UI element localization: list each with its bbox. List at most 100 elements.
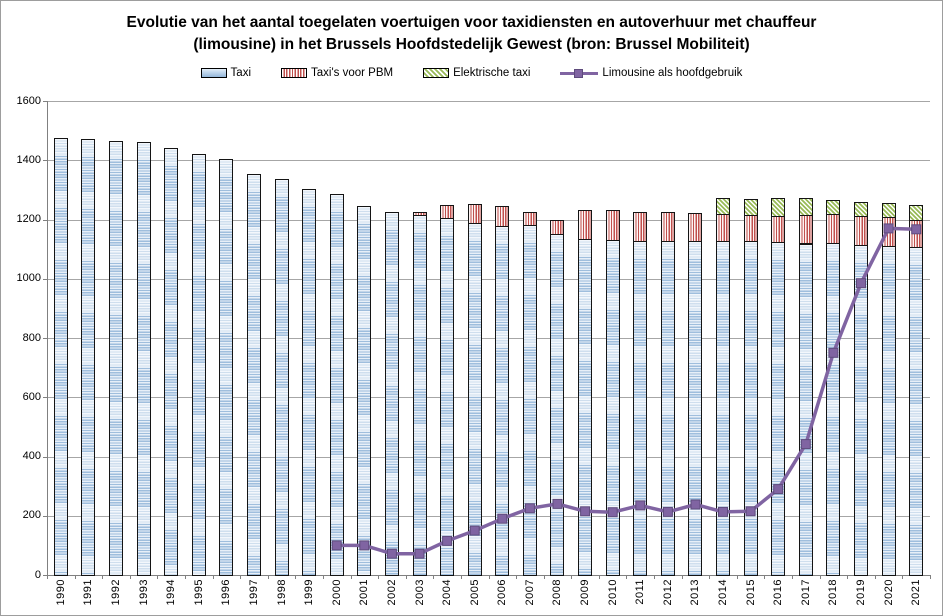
bar-segment-taxi-s-voor-pbm-2005 — [467, 204, 482, 225]
x-axis-label-1994: 1994 — [165, 579, 178, 606]
x-axis-tick — [516, 575, 518, 579]
pbm-swatch-icon — [281, 68, 307, 78]
x-axis-label-2018: 2018 — [827, 579, 840, 606]
gridline-1200 — [47, 219, 930, 221]
gridline-200 — [47, 515, 930, 517]
bar-segment-taxi-s-voor-pbm-2010 — [605, 209, 620, 241]
x-axis-label-2001: 2001 — [358, 579, 371, 606]
bar-segment-taxi-s-voor-pbm-2016 — [771, 216, 786, 243]
x-axis-tick — [598, 575, 600, 579]
bar-segment-taxi-s-voor-pbm-2014 — [716, 214, 731, 243]
bar-segment-taxi-s-voor-pbm-2019 — [854, 215, 869, 246]
bar-segment-taxi-s-voor-pbm-2011 — [633, 212, 648, 242]
x-axis-label-2020: 2020 — [882, 579, 895, 606]
x-axis-tick — [212, 575, 214, 579]
y-axis-label: 1400 — [16, 153, 41, 166]
bar-segment-taxi-2012 — [660, 240, 675, 576]
x-axis-label-2019: 2019 — [855, 579, 868, 606]
bar-segment-taxi-1997 — [246, 173, 261, 576]
gridline-600 — [47, 397, 930, 399]
bar-segment-taxi-s-voor-pbm-2008 — [550, 219, 565, 236]
gridline-1600 — [47, 101, 930, 102]
x-axis-label-2015: 2015 — [744, 579, 757, 606]
y-axis-tick — [43, 219, 47, 221]
x-axis-tick — [571, 575, 573, 579]
x-axis-tick — [819, 575, 821, 579]
bar-segment-taxi-2005 — [467, 223, 482, 576]
y-axis-tick — [43, 456, 47, 458]
x-axis-label-2005: 2005 — [468, 579, 481, 606]
x-axis-label-2000: 2000 — [330, 579, 343, 606]
x-axis-label-2014: 2014 — [717, 579, 730, 606]
x-axis-label-2013: 2013 — [689, 579, 702, 606]
bar-segment-taxi-2011 — [633, 240, 648, 576]
gridline-400 — [47, 456, 930, 458]
x-axis-label-2006: 2006 — [496, 579, 509, 606]
x-axis-tick — [543, 575, 545, 579]
x-axis-label-2002: 2002 — [385, 579, 398, 606]
bar-segment-taxi-s-voor-pbm-2003 — [412, 212, 427, 217]
x-axis-tick — [681, 575, 683, 579]
y-axis-tick — [43, 515, 47, 517]
y-axis-label: 1600 — [16, 94, 41, 107]
bar-segment-taxi-2017 — [798, 243, 813, 576]
bar-segment-elektrische-taxi-2016 — [771, 198, 786, 218]
bar-segment-taxi-1993 — [136, 142, 151, 576]
x-axis-label-1999: 1999 — [303, 579, 316, 606]
y-axis-tick — [43, 278, 47, 280]
x-axis-tick — [322, 575, 324, 579]
bar-segment-taxi-2001 — [357, 206, 372, 576]
bar-segment-taxi-1994 — [164, 148, 179, 576]
bar-segment-elektrische-taxi-2015 — [743, 199, 758, 216]
chart-title-line1: Evolutie van het aantal toegelaten voert… — [126, 14, 817, 31]
legend-label-elektrisch: Elektrische taxi — [453, 67, 531, 79]
legend: Taxi Taxi's voor PBM Elektrische taxi Li… — [1, 67, 942, 79]
bar-segment-taxi-2006 — [495, 226, 510, 576]
bar-segment-taxi-1996 — [219, 158, 234, 576]
x-axis-label-2007: 2007 — [523, 579, 536, 606]
bar-segment-taxi-2015 — [743, 240, 758, 576]
taxi-swatch-icon — [200, 68, 227, 78]
bar-segment-taxi-2021 — [909, 247, 924, 576]
limousine-marker-icon — [574, 68, 584, 78]
bar-segment-elektrische-taxi-2014 — [716, 198, 731, 216]
x-axis-label-2009: 2009 — [579, 579, 592, 606]
bar-segment-taxi-s-voor-pbm-2017 — [798, 215, 813, 245]
x-axis-label-1992: 1992 — [109, 579, 122, 606]
x-axis-label-1996: 1996 — [220, 579, 233, 606]
legend-label-pbm: Taxi's voor PBM — [311, 67, 394, 79]
legend-label-limousine: Limousine als hoofdgebruik — [602, 67, 743, 79]
bar-segment-taxi-s-voor-pbm-2020 — [881, 216, 896, 248]
x-axis-label-2012: 2012 — [661, 579, 674, 606]
legend-item-taxi: Taxi — [200, 67, 251, 79]
x-axis-label-2008: 2008 — [551, 579, 564, 606]
bar-segment-taxi-1998 — [274, 178, 289, 576]
bar-segment-elektrische-taxi-2019 — [854, 202, 869, 217]
x-axis-tick — [709, 575, 711, 579]
y-axis-label: 200 — [22, 509, 41, 522]
x-axis-label-2016: 2016 — [772, 579, 785, 606]
y-axis-tick — [43, 338, 47, 339]
bar-segment-taxi-1990 — [53, 138, 68, 576]
bar-segment-taxi-2019 — [854, 244, 869, 576]
x-axis-tick — [654, 575, 656, 579]
bar-segment-taxi-2010 — [605, 239, 620, 576]
x-axis-tick — [902, 575, 904, 579]
y-axis-label: 800 — [22, 331, 41, 344]
x-axis-label-2021: 2021 — [910, 579, 923, 606]
x-axis-label-2011: 2011 — [634, 579, 647, 605]
x-axis-tick — [460, 575, 462, 579]
bar-segment-taxi-2003 — [412, 215, 427, 576]
x-axis-tick — [102, 575, 104, 579]
x-axis-tick — [764, 575, 766, 579]
bar-segment-taxi-1995 — [191, 154, 206, 576]
x-axis-label-2017: 2017 — [799, 579, 812, 606]
legend-label-taxi: Taxi — [230, 67, 251, 79]
x-axis-label-1991: 1991 — [82, 579, 95, 606]
bar-segment-elektrische-taxi-2018 — [826, 200, 841, 216]
legend-item-pbm: Taxi's voor PBM — [281, 67, 393, 79]
bar-segment-taxi-1991 — [81, 138, 96, 576]
y-axis-label: 1000 — [16, 272, 41, 285]
bar-segment-taxi-2018 — [826, 243, 841, 576]
